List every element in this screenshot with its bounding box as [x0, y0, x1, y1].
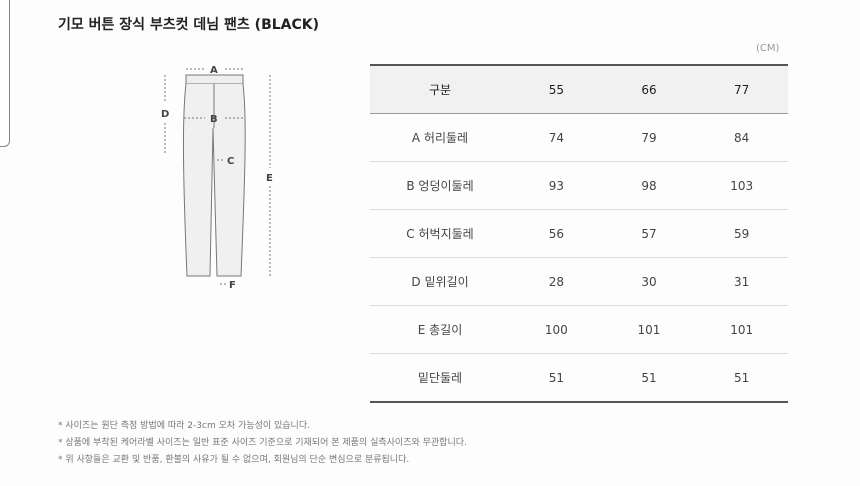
cell-value: 74: [510, 113, 603, 162]
table-header: 구분 55 66 77: [370, 65, 788, 114]
label-f: F: [229, 280, 236, 291]
header-size: 66: [602, 65, 696, 114]
label-a: A: [210, 65, 218, 76]
cell-label: C 허벅지둘레: [370, 209, 510, 258]
cell-value: 51: [602, 353, 696, 403]
cell-label: A 허리둘레: [370, 113, 510, 162]
cell-value: 79: [602, 113, 696, 162]
table-row: D 밑위길이 28 30 31: [370, 257, 788, 306]
cell-value: 31: [695, 257, 788, 306]
label-e: E: [266, 173, 273, 184]
size-table: 구분 55 66 77 A 허리둘레 74 79 84 B 엉덩이둘레 93 98 103 C …: [370, 64, 788, 403]
unit-label: (CM): [756, 43, 780, 54]
cell-value: 57: [602, 209, 696, 258]
table-row: B 엉덩이둘레 93 98 103: [370, 161, 788, 210]
cell-value: 84: [695, 113, 788, 162]
label-c: C: [227, 156, 234, 167]
cell-value: 101: [602, 305, 696, 354]
header-size: 77: [695, 65, 788, 114]
note: * 위 사항들은 교환 및 반품, 환불의 사유가 될 수 없으며, 회원님의 …: [58, 455, 410, 465]
label-d: D: [161, 109, 169, 120]
cell-value: 51: [695, 353, 788, 403]
table-row: E 총길이 100 101 101: [370, 305, 788, 354]
notes: * 사이즈는 원단 측정 방법에 따라 2-3cm 오차 가능성이 있습니다. …: [58, 418, 467, 469]
cell-value: 101: [695, 305, 788, 354]
window-edge: [0, 0, 10, 147]
cell-value: 93: [510, 161, 603, 210]
cell-label: D 밑위길이: [370, 257, 510, 306]
page-title: 기모 버튼 장식 부츠컷 데님 팬츠 (BLACK): [58, 17, 320, 33]
header-category: 구분: [370, 65, 510, 114]
cell-value: 30: [602, 257, 696, 306]
cell-value: 28: [510, 257, 603, 306]
cell-label: 밑단둘레: [370, 353, 510, 403]
table-row: A 허리둘레 74 79 84: [370, 113, 788, 162]
cell-value: 103: [695, 161, 788, 210]
pants-diagram: A B C D E F: [161, 65, 273, 291]
table-row: C 허벅지둘레 56 57 59: [370, 209, 788, 258]
note: * 사이즈는 원단 측정 방법에 따라 2-3cm 오차 가능성이 있습니다.: [58, 421, 310, 431]
cell-value: 51: [510, 353, 603, 403]
cell-label: B 엉덩이둘레: [370, 161, 510, 210]
cell-label: E 총길이: [370, 305, 510, 354]
label-b: B: [210, 114, 218, 125]
header-size: 55: [510, 65, 603, 114]
cell-value: 100: [510, 305, 603, 354]
note: * 상품에 부착된 케어라벨 사이즈는 일반 표준 사이즈 기준으로 기재되어 …: [58, 438, 467, 448]
cell-value: 98: [602, 161, 696, 210]
cell-value: 59: [695, 209, 788, 258]
cell-value: 56: [510, 209, 603, 258]
table-row: 밑단둘레 51 51 51: [370, 353, 788, 403]
